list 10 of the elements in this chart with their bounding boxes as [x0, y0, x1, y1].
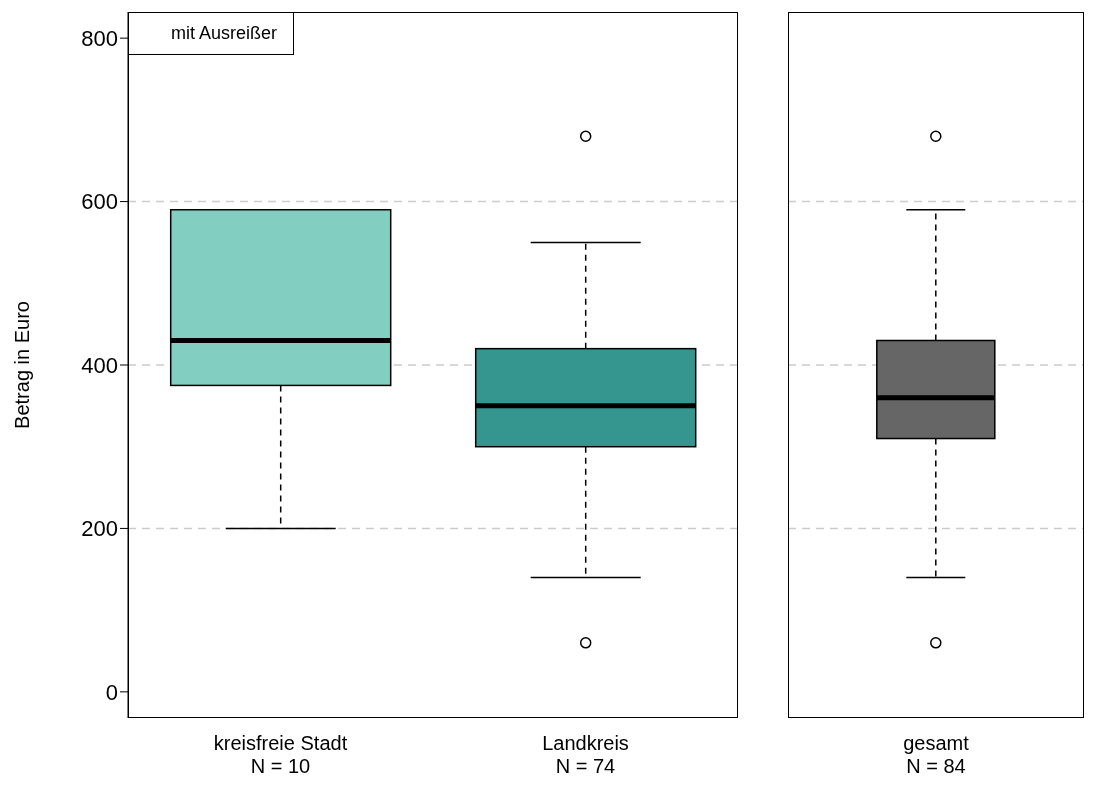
- y-tick-label: 200: [81, 516, 118, 542]
- y-tick-label: 600: [81, 189, 118, 215]
- y-tick-label: 0: [105, 679, 118, 705]
- x-tick-label: Landkreis N = 74: [542, 732, 629, 777]
- y-axis-title: Betrag in Euro: [11, 301, 34, 429]
- note-box: mit Ausreißer: [128, 12, 295, 55]
- x-tick-label: gesamt N = 84: [903, 732, 970, 777]
- x-tick-label: kreisfreie Stadt N = 10: [213, 732, 348, 777]
- y-tick-label: 800: [81, 25, 118, 51]
- y-tick-label: 400: [81, 352, 118, 378]
